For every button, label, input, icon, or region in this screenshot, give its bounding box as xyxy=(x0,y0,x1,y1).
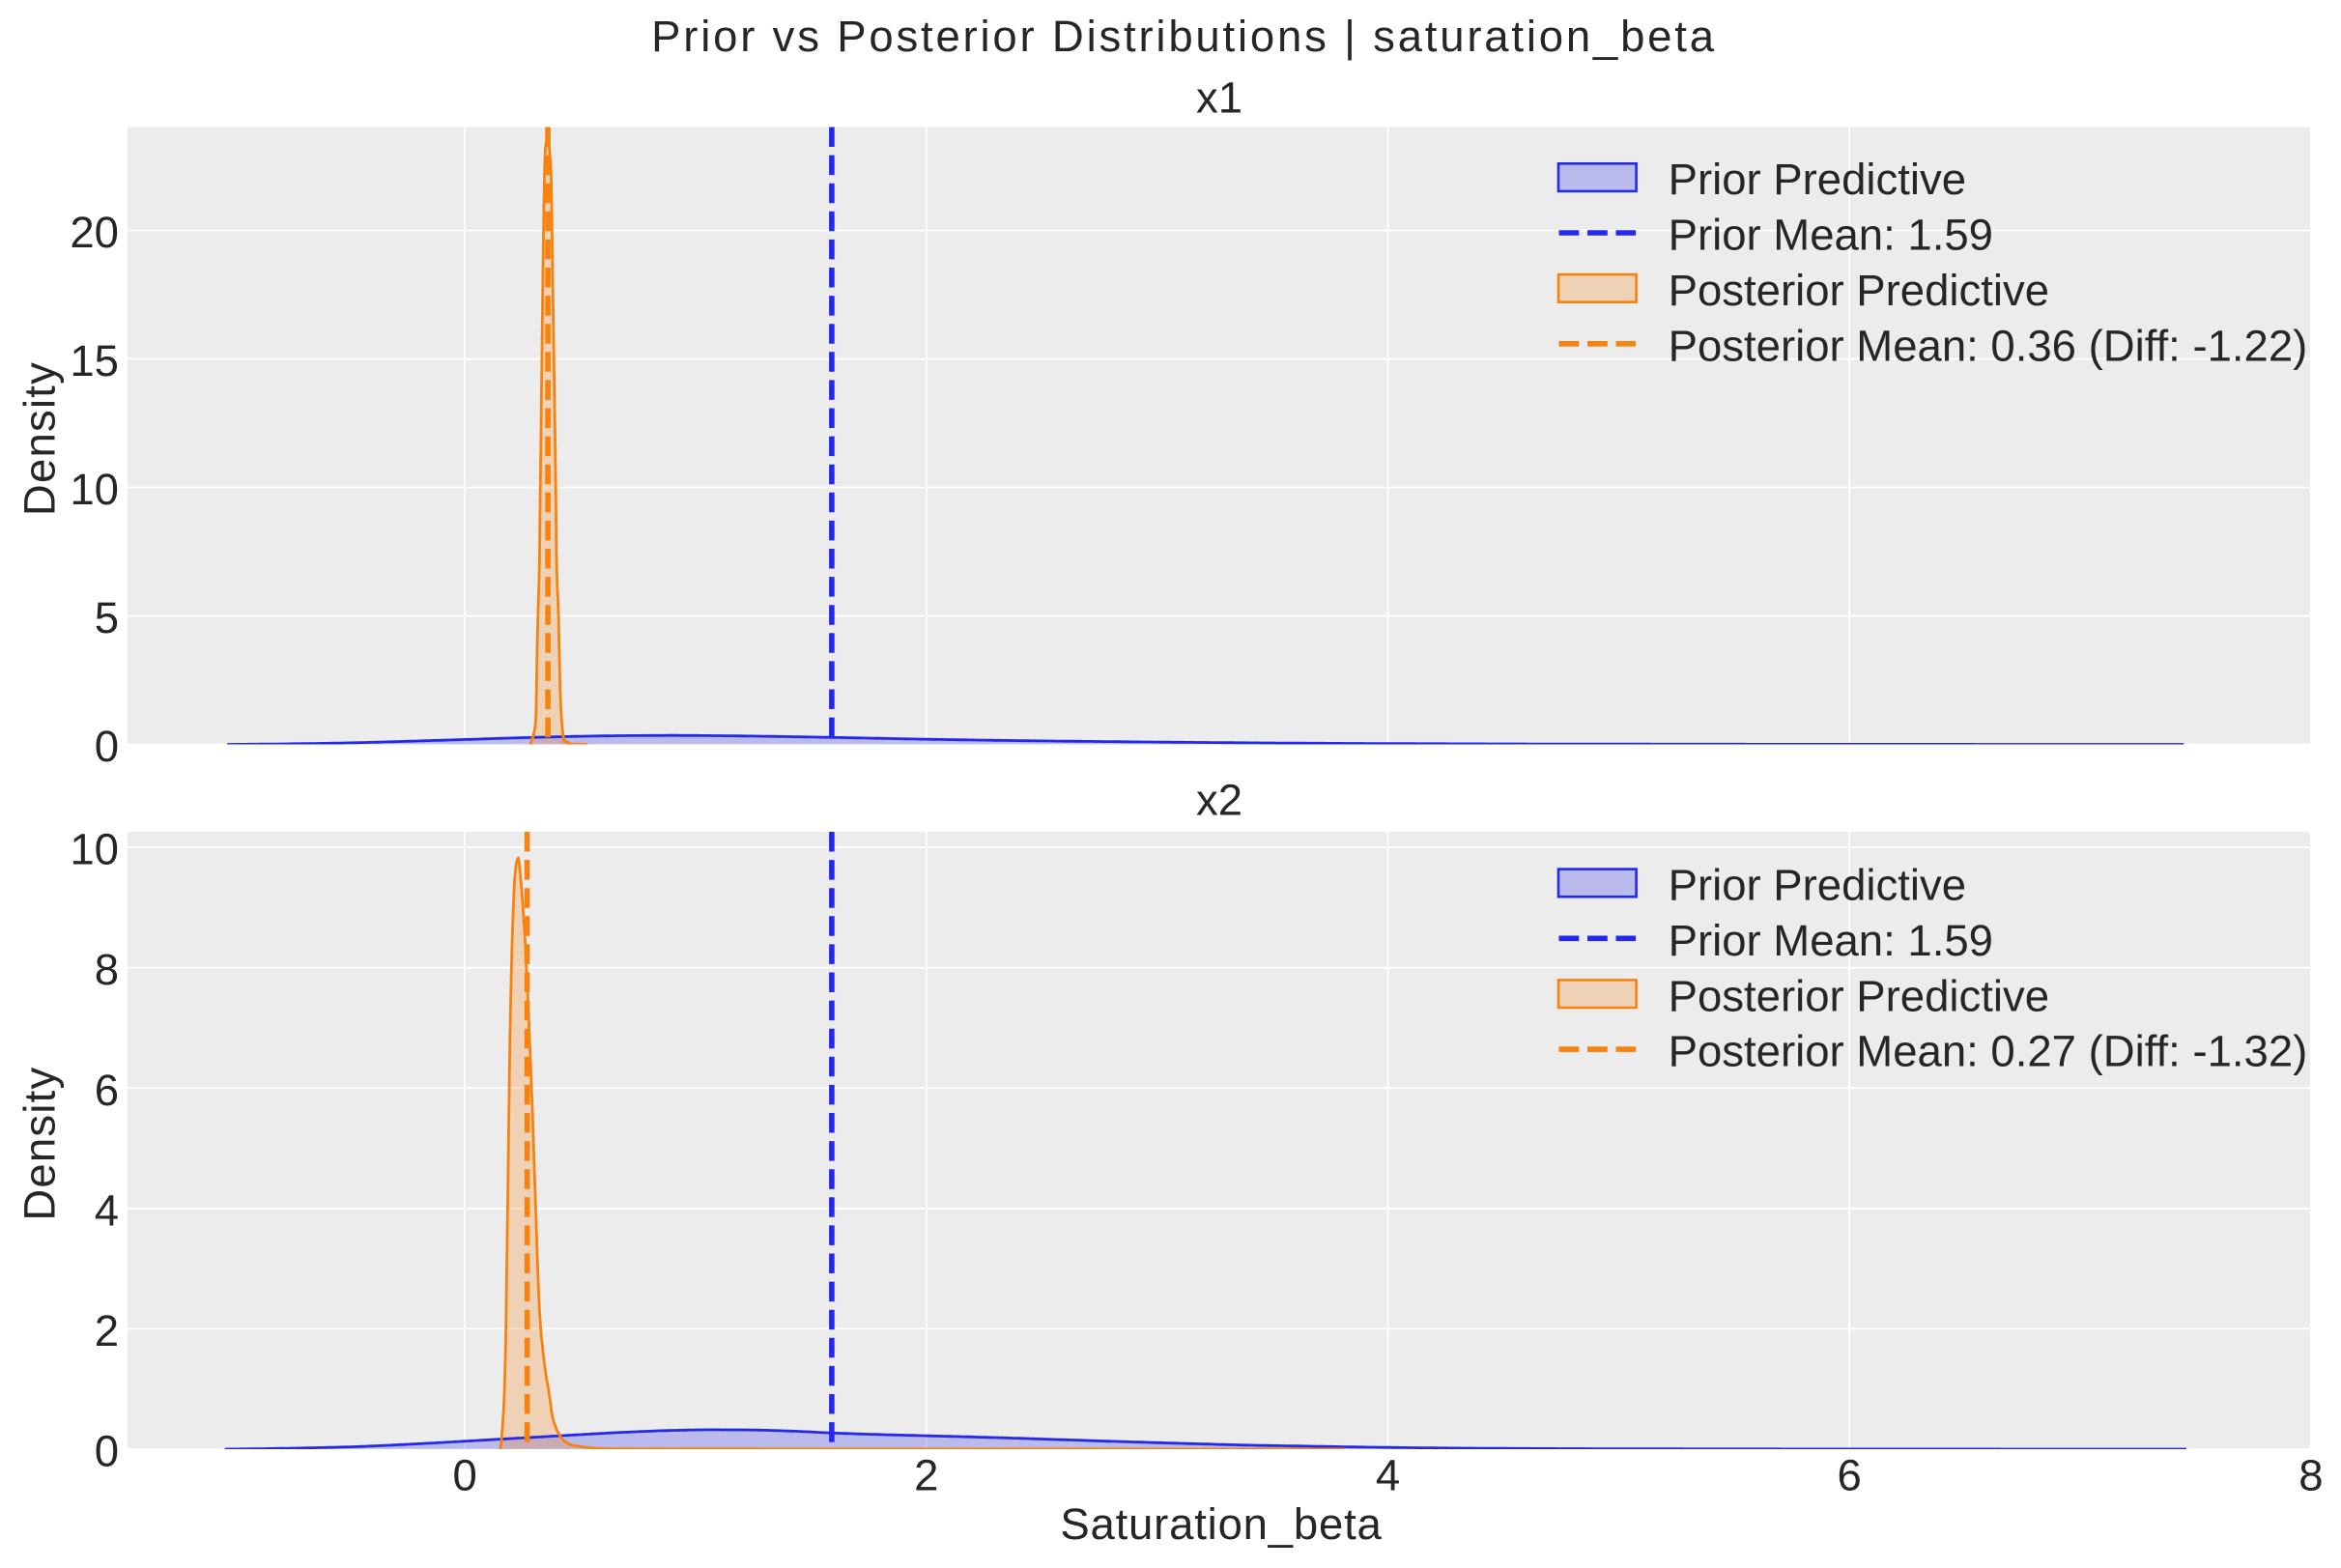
svg-text:Prior Predictive: Prior Predictive xyxy=(1669,155,1966,204)
svg-text:6: 6 xyxy=(1838,1451,1862,1500)
svg-text:8: 8 xyxy=(95,945,119,994)
svg-text:8: 8 xyxy=(2298,1451,2323,1500)
svg-text:20: 20 xyxy=(70,208,119,257)
svg-text:Saturation_beta: Saturation_beta xyxy=(1060,1499,1382,1549)
svg-text:0: 0 xyxy=(452,1451,476,1500)
svg-text:Density: Density xyxy=(15,1067,65,1221)
svg-text:0: 0 xyxy=(95,722,119,771)
svg-text:Posterior Predictive: Posterior Predictive xyxy=(1669,266,2049,315)
svg-text:5: 5 xyxy=(95,593,119,642)
svg-text:Posterior Mean: 0.36 (Diff: -1: Posterior Mean: 0.36 (Diff: -1.22) xyxy=(1669,321,2308,370)
svg-text:10: 10 xyxy=(70,825,119,874)
svg-text:Prior Mean: 1.59: Prior Mean: 1.59 xyxy=(1669,211,1993,260)
svg-text:0: 0 xyxy=(95,1427,119,1476)
svg-text:2: 2 xyxy=(95,1306,119,1355)
svg-text:Density: Density xyxy=(15,361,65,516)
svg-text:Prior vs Posterior Distributio: Prior vs Posterior Distributions | satur… xyxy=(651,12,1717,61)
svg-text:x1: x1 xyxy=(1196,72,1242,122)
svg-text:Prior Predictive: Prior Predictive xyxy=(1669,861,1966,910)
svg-text:Posterior Predictive: Posterior Predictive xyxy=(1669,971,2049,1020)
svg-text:10: 10 xyxy=(70,465,119,514)
svg-text:15: 15 xyxy=(70,336,119,385)
svg-text:Prior Mean: 1.59: Prior Mean: 1.59 xyxy=(1669,916,1993,965)
svg-text:4: 4 xyxy=(1376,1451,1400,1500)
svg-text:Posterior Mean: 0.27 (Diff: -1: Posterior Mean: 0.27 (Diff: -1.32) xyxy=(1669,1027,2308,1076)
svg-text:x2: x2 xyxy=(1196,776,1242,825)
svg-text:4: 4 xyxy=(95,1185,119,1235)
svg-text:2: 2 xyxy=(914,1451,938,1500)
svg-text:6: 6 xyxy=(95,1066,119,1115)
